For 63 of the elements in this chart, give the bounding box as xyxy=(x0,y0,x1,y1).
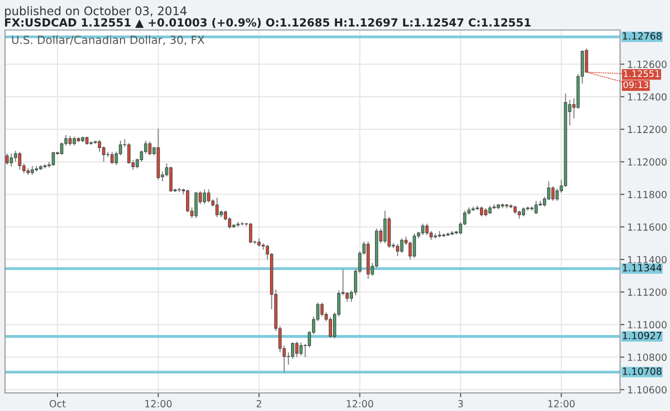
candlestick xyxy=(421,223,424,236)
candlestick xyxy=(127,142,130,164)
candlestick xyxy=(291,342,294,360)
candlestick xyxy=(480,206,484,217)
ref-line-label: 1.10708 xyxy=(623,368,662,375)
candlestick xyxy=(249,222,252,244)
x-tick-label: 12:00 xyxy=(145,400,172,408)
annotation: 1.12551 xyxy=(624,70,660,78)
candlestick xyxy=(346,291,349,302)
y-tick-label: 1.10800 xyxy=(628,354,667,361)
x-tick-label: 12:00 xyxy=(346,400,374,408)
candlestick xyxy=(262,242,265,250)
x-tick-label: 12:00 xyxy=(548,400,575,408)
ref-line-label: 1.12768 xyxy=(623,32,662,40)
candlestick xyxy=(194,191,198,219)
candlestick xyxy=(412,232,416,258)
y-tick-label: 1.11200 xyxy=(628,288,667,296)
candlestick xyxy=(169,166,172,192)
y-tick-label: 1.12000 xyxy=(628,158,667,166)
ref-line-label: 1.11344 xyxy=(623,264,662,272)
candlestick xyxy=(240,221,244,226)
candlestick xyxy=(186,188,190,213)
candlestick xyxy=(383,210,387,244)
ref-line-label: 1.10927 xyxy=(623,332,662,340)
candlestick xyxy=(295,341,298,358)
annotation: 09:13 xyxy=(623,81,648,88)
x-tick-label: 3 xyxy=(458,400,463,408)
candlestick xyxy=(320,302,324,317)
chart-subtitle: FX:USDCAD 1.12551 ▲ +0.01003 (+0.9%) O:1.12685 H:1.12697 L:1.12547 C:1.12551 xyxy=(5,18,531,28)
text: published on October 03, 2014 xyxy=(5,6,187,18)
candlestick xyxy=(425,223,429,236)
candlestick xyxy=(215,197,219,218)
y-tick-label: 1.11800 xyxy=(628,190,667,198)
candlestick xyxy=(551,186,554,202)
candlestick xyxy=(102,146,106,162)
candlestick xyxy=(14,150,18,162)
y-tick-label: 1.12200 xyxy=(628,126,667,134)
y-tick-label: 1.12600 xyxy=(628,60,667,68)
candlestick xyxy=(52,151,55,166)
candlestick xyxy=(556,188,559,202)
candlestick xyxy=(202,188,206,205)
x-tick-label: 2 xyxy=(256,400,262,408)
candlestick xyxy=(18,151,22,170)
y-tick-label: 1.10600 xyxy=(628,386,667,394)
candlestick xyxy=(328,316,332,338)
candlestick xyxy=(98,139,102,153)
candlestick xyxy=(68,135,72,146)
x-tick-label: Oct xyxy=(50,400,66,408)
candlestick xyxy=(534,200,538,214)
candlestick xyxy=(207,188,210,204)
candlestick xyxy=(10,153,13,168)
chart-title: U.S. Dollar/Canadian Dollar, 30, FX xyxy=(12,35,204,46)
y-tick-label: 1.11000 xyxy=(628,321,667,328)
candlestick xyxy=(400,238,404,254)
candlestick xyxy=(110,152,114,164)
candlestick xyxy=(60,142,64,156)
candlestick xyxy=(6,153,9,166)
y-tick-label: 1.12400 xyxy=(628,93,667,101)
y-tick-label: 1.11600 xyxy=(628,223,667,231)
candlestick xyxy=(299,342,303,356)
candlestick xyxy=(396,243,400,257)
y-tick-label: 1.11400 xyxy=(628,256,667,264)
candlestick xyxy=(148,140,152,156)
